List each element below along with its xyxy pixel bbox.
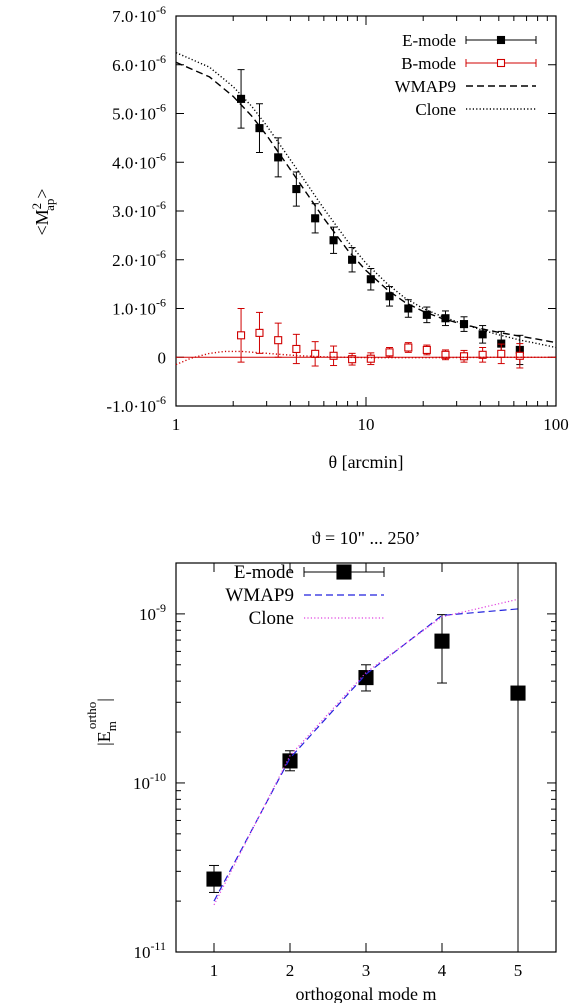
x-tick-label-2: 2 — [286, 961, 295, 980]
y-tick-label-1: -1.0·10-6 — [106, 393, 166, 416]
wmap9-line — [213, 608, 519, 902]
b-mode-point — [497, 349, 506, 358]
e-mode-point — [206, 871, 222, 887]
legend-label-e-mode: E-mode — [234, 562, 294, 583]
legend-marker-e-mode — [336, 564, 352, 580]
series-group-1 — [175, 51, 557, 369]
y-tick-label-1: 6.0·10-6 — [112, 52, 166, 75]
series-group-2 — [206, 562, 526, 953]
b-mode-point — [478, 350, 487, 359]
e-mode-point — [329, 236, 338, 245]
plot-area-2 — [175, 562, 557, 953]
e-mode-point — [255, 124, 264, 133]
e-mode-point — [358, 670, 374, 686]
e-mode-point — [348, 255, 357, 264]
legend-label-clone: Clone — [249, 608, 294, 629]
ticks-1: -1.0·10-6 0 1.0·10-6 2.0·10-6 3.0·10-6 4.0·10… — [106, 3, 568, 434]
x-tick-label-1: 100 — [543, 415, 569, 434]
e-mode-point — [510, 685, 526, 701]
e-mode-point — [292, 185, 301, 194]
clone-line — [213, 598, 519, 906]
legend-label-wmap9: WMAP9 — [395, 77, 456, 96]
e-mode-point — [274, 153, 283, 162]
e-mode-point — [385, 292, 394, 301]
b-mode-point — [237, 331, 246, 340]
x-tick-label-2: 5 — [514, 961, 523, 980]
b-mode-point — [255, 328, 264, 337]
x-tick-label-1: 1 — [172, 415, 181, 434]
b-mode-point — [441, 350, 450, 359]
legend-label-clone: Clone — [415, 100, 456, 119]
x-tick-label-2: 4 — [438, 961, 447, 980]
x-tick-label-1: 10 — [358, 415, 375, 434]
b-mode-point — [366, 354, 375, 363]
e-mode-point — [434, 633, 450, 649]
e-mode-point — [311, 214, 320, 223]
legend-1: E-mode B-mode WMAP9 Clone — [395, 31, 537, 119]
e-mode-point — [366, 275, 375, 284]
chart-title-2: ϑ = 10" ... 250’ — [312, 528, 421, 548]
y-axis-label-2: |Emortho| — [84, 698, 119, 746]
x-tick-label-2: 1 — [210, 961, 219, 980]
y-axis-label-1: <M2ap> — [29, 188, 57, 235]
b-mode-point — [515, 351, 524, 360]
legend-label-b-mode: B-mode — [401, 54, 456, 73]
b-mode-point — [274, 336, 283, 345]
x-tick-label-2: 3 — [362, 961, 371, 980]
legend-label-wmap9: WMAP9 — [225, 585, 294, 606]
b-mode-point — [348, 355, 357, 364]
y-tick-label-1: 0 — [158, 348, 167, 367]
b-mode-point — [422, 345, 431, 354]
b-mode-point — [292, 344, 301, 354]
legend-marker-e-mode — [496, 35, 506, 45]
chart-1: -1.0·10-6 0 1.0·10-6 2.0·10-6 3.0·10-6 4.0·10… — [29, 3, 569, 472]
b-mode-point — [459, 352, 469, 361]
b-mode-point — [329, 351, 338, 360]
clone-line — [175, 51, 557, 349]
y-tick-label-2: 10-10 — [133, 770, 166, 793]
y-tick-label-1: 2.0·10-6 — [112, 247, 166, 270]
b-mode-point — [404, 343, 413, 352]
legend-marker-b-mode — [496, 58, 506, 68]
e-mode-point — [237, 94, 246, 103]
b-mode-point — [385, 348, 394, 357]
e-mode-point — [404, 304, 413, 313]
wmap9-line — [175, 61, 557, 344]
x-axis-label-1: θ [arcmin] — [328, 452, 403, 472]
y-tick-label-1: 4.0·10-6 — [112, 149, 166, 172]
e-mode-point — [478, 330, 487, 339]
y-tick-label-1: 5.0·10-6 — [112, 101, 166, 124]
e-mode-point — [422, 310, 431, 319]
y-tick-label-1: 1.0·10-6 — [112, 296, 166, 319]
legend-label-e-mode: E-mode — [402, 31, 456, 50]
y-tick-label-1: 7.0·10-6 — [112, 3, 166, 26]
y-tick-label-1: 3.0·10-6 — [112, 198, 166, 221]
x-axis-label-2: orthogonal mode m — [296, 984, 437, 1003]
y-tick-label-2: 10-9 — [139, 601, 166, 624]
ticks-2: 10-11 10-10 10-9 1 2 3 4 5 — [133, 562, 556, 980]
y-tick-label-2: 10-11 — [133, 939, 166, 962]
chart-2: ϑ = 10" ... 250’ 10-11 10-10 10-9 1 2 3 4 5 E-m… — [84, 528, 557, 1003]
